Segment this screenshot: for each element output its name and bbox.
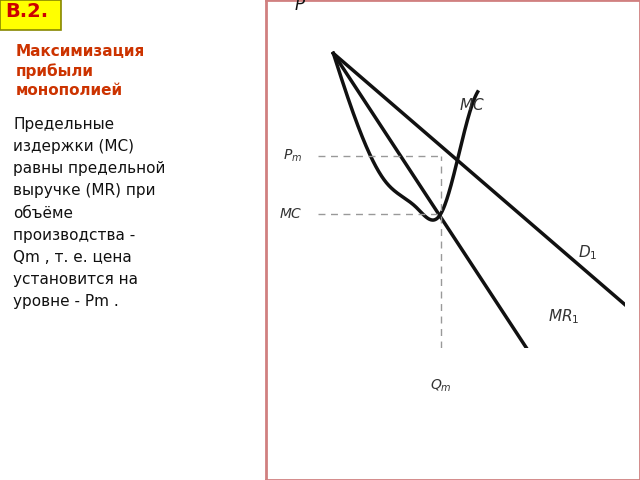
FancyBboxPatch shape: [0, 0, 61, 30]
Text: В.2.: В.2.: [5, 2, 49, 21]
Text: $MC$: $MC$: [460, 96, 485, 113]
Text: Предельные
издержки (МС)
равны предельной
выручке (MR) при
объёме
производства -: Предельные издержки (МС) равны предельно…: [13, 117, 166, 310]
Text: $MR_1$: $MR_1$: [548, 307, 580, 326]
Text: $P_m$: $P_m$: [284, 148, 303, 164]
Text: P: P: [294, 0, 305, 14]
Text: Максимизация
прибыли
монополией: Максимизация прибыли монополией: [16, 44, 145, 97]
Text: $D_1$: $D_1$: [579, 243, 598, 262]
Text: $MC$: $MC$: [279, 207, 303, 221]
Text: $Q_m$: $Q_m$: [430, 377, 452, 394]
